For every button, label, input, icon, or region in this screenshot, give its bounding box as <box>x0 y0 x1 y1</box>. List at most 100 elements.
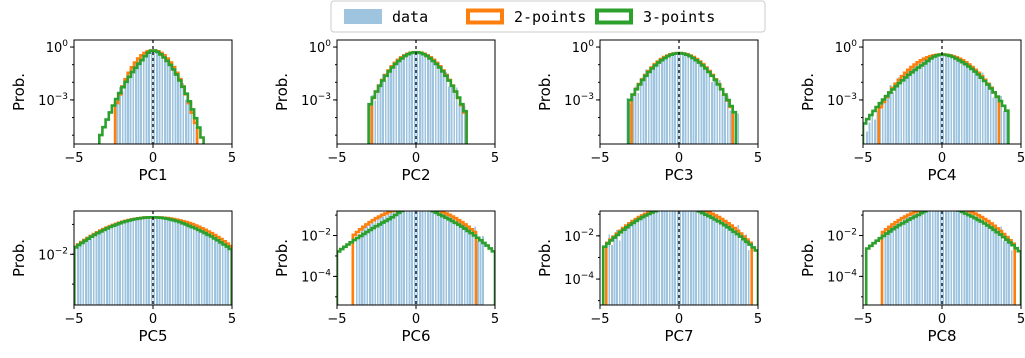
data-bar <box>713 216 716 305</box>
data-bar <box>734 228 737 305</box>
data-bar <box>442 72 445 144</box>
data-bar <box>718 219 721 305</box>
data-bar <box>900 220 903 305</box>
data-bar <box>1000 96 1003 144</box>
data-bar <box>655 211 658 305</box>
data-bar <box>902 219 905 305</box>
data-bar <box>737 113 740 144</box>
data-bar <box>971 215 974 305</box>
data-bar <box>613 237 616 305</box>
data-bar <box>732 228 734 305</box>
data-bar <box>868 122 871 144</box>
data-bar <box>379 82 382 144</box>
data-bar <box>697 211 700 305</box>
data-bar <box>876 110 879 144</box>
data-bar <box>955 58 958 144</box>
data-bar <box>629 224 632 305</box>
data-bar <box>624 228 626 305</box>
data-bar <box>671 54 674 144</box>
data-bar <box>695 60 698 144</box>
data-bar <box>916 64 918 144</box>
data-bar <box>931 56 934 144</box>
data-bar <box>450 217 453 305</box>
data-bar <box>726 224 729 305</box>
data-bar <box>660 60 663 144</box>
data-bar <box>653 211 655 305</box>
data-bar <box>676 53 679 144</box>
data-bar <box>95 235 98 305</box>
data-bar <box>960 211 963 305</box>
data-bar <box>100 232 103 305</box>
data-bar <box>397 61 400 144</box>
data-bar <box>887 92 889 144</box>
data-bar <box>174 65 177 144</box>
x-tick-label: 5 <box>1017 312 1025 327</box>
x-tick-label: 5 <box>754 312 762 327</box>
data-bar <box>129 77 132 144</box>
y-tick-label: 10−2 <box>38 246 68 263</box>
data-bar <box>663 211 666 305</box>
data-bar <box>1002 241 1005 305</box>
data-bar <box>224 245 227 305</box>
data-bar <box>647 72 650 144</box>
data-bar <box>971 68 974 144</box>
data-bar <box>997 229 1000 305</box>
data-bar <box>448 86 450 144</box>
y-tick-label: 10−2 <box>827 228 857 245</box>
data-bar <box>711 82 713 144</box>
data-bar <box>929 57 932 144</box>
data-bar <box>634 86 637 144</box>
y-tick-label: 10−3 <box>827 92 857 109</box>
data-bar <box>629 103 632 144</box>
data-bar <box>942 54 945 144</box>
data-bar <box>974 70 976 144</box>
data-bar <box>382 73 384 144</box>
data-bar <box>98 234 100 305</box>
data-bar <box>113 226 116 305</box>
data-bar <box>166 60 169 144</box>
x-tick-label: 0 <box>149 151 157 166</box>
data-bar <box>892 225 895 305</box>
data-bar <box>445 72 448 144</box>
data-bar <box>945 211 947 305</box>
data-bar <box>934 55 937 144</box>
legend-swatch-2-points <box>466 8 504 25</box>
data-bar <box>421 53 424 144</box>
x-tick-label: 5 <box>754 151 762 166</box>
y-tick-label: 100 <box>835 39 858 56</box>
data-bar <box>708 72 711 144</box>
data-bar <box>979 73 982 144</box>
data-bar <box>413 52 416 144</box>
data-bar <box>182 223 185 305</box>
data-bar <box>440 69 442 144</box>
legend-label-data: data <box>392 8 428 26</box>
data-bar <box>169 219 172 305</box>
data-bar <box>79 245 82 305</box>
data-bar <box>703 66 705 144</box>
data-bar <box>424 211 427 305</box>
data-bar <box>1010 250 1013 305</box>
data-bar <box>127 72 129 144</box>
data-bar <box>718 80 721 144</box>
data-bar <box>192 108 195 144</box>
data-bar <box>461 104 463 144</box>
data-bar <box>421 211 424 305</box>
axes-frame <box>73 39 233 145</box>
data-bar <box>684 54 687 144</box>
three-points-curve <box>601 211 758 305</box>
data-bar <box>429 58 432 144</box>
data-bar <box>134 219 137 305</box>
panel-pc8: −5 0 5 PC8 10−2 10−4 Prob. <box>799 210 1025 345</box>
data-bar <box>121 91 124 144</box>
data-bar <box>926 211 929 305</box>
data-bar <box>610 244 613 305</box>
data-bar <box>376 219 379 305</box>
data-bar <box>432 211 435 305</box>
data-bar <box>952 211 955 305</box>
data-bar <box>616 229 619 305</box>
x-tick-label: −5 <box>64 151 83 166</box>
data-bar <box>84 241 87 305</box>
x-tick-label: −5 <box>590 151 609 166</box>
data-bar <box>111 227 114 305</box>
data-bar <box>918 211 921 305</box>
